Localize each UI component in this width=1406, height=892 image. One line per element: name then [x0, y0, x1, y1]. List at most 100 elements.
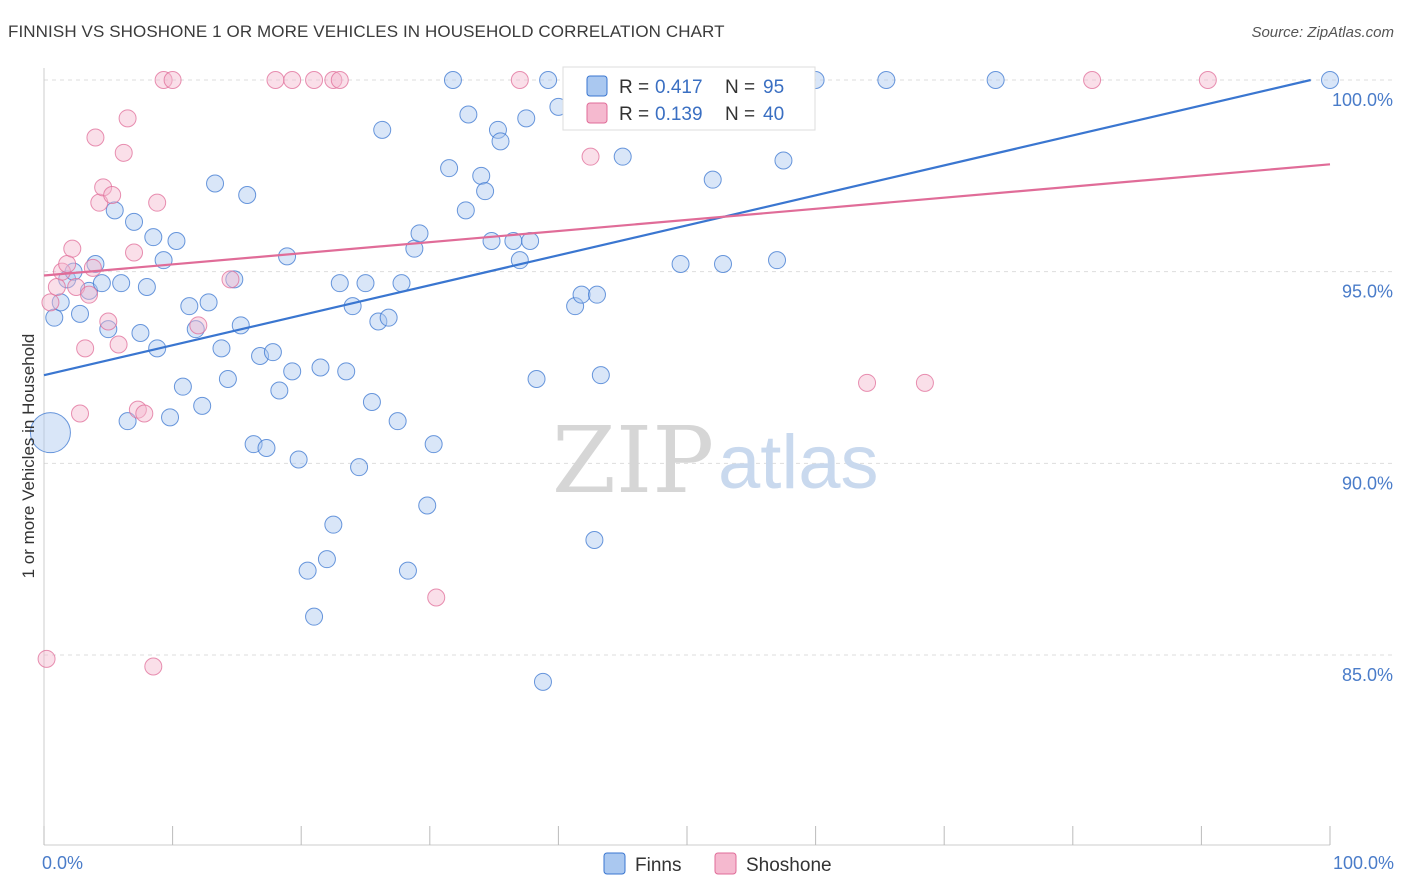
- finns-point: [714, 255, 733, 273]
- finns-point: [527, 370, 546, 388]
- shoshone-point: [148, 193, 167, 212]
- finns-point: [491, 132, 510, 151]
- finns-point: [144, 228, 163, 247]
- shoshone-point: [427, 588, 446, 607]
- shoshone-point: [144, 657, 163, 676]
- finns-point: [199, 293, 218, 312]
- finns-point: [373, 120, 392, 139]
- finns-point: [193, 396, 212, 415]
- finns-n-label: N =: [725, 77, 755, 98]
- finns-point: [131, 324, 150, 342]
- trend-lines: [43, 78, 1331, 377]
- finns-point: [29, 412, 71, 454]
- finns-point: [362, 393, 381, 411]
- finns-point: [482, 232, 501, 250]
- finns-r-value: 0.417: [655, 77, 703, 98]
- shoshone-point: [1083, 71, 1102, 89]
- finns-point: [768, 251, 787, 270]
- finns-point: [118, 412, 137, 431]
- finns-point: [566, 297, 585, 316]
- y-tick-label: 90.0%: [1342, 473, 1393, 493]
- finns-point: [289, 450, 308, 469]
- tick-labels: 100.0% 95.0% 90.0% 85.0% 0.0% 100.0%: [42, 90, 1394, 873]
- finns-point: [533, 672, 552, 691]
- watermark: ZIP atlas: [552, 407, 879, 514]
- legend-finns-label: Finns: [635, 855, 681, 876]
- finns-point: [418, 496, 437, 515]
- legend-shoshone-label: Shoshone: [746, 855, 832, 876]
- finns-point: [410, 224, 429, 243]
- chart-source: Source: ZipAtlas.com: [1251, 24, 1394, 41]
- finns-point: [517, 109, 536, 128]
- finns-point: [212, 339, 231, 358]
- shoshone-point: [135, 404, 154, 423]
- shoshone-point: [221, 270, 240, 289]
- shoshone-point: [71, 404, 90, 423]
- finns-point: [350, 458, 369, 477]
- stats-legend: R = 0.417 N = 95 R = 0.139 N = 40: [562, 66, 816, 131]
- shoshone-point: [114, 143, 133, 162]
- y-axis-title: 1 or more Vehicles in Household: [19, 334, 38, 579]
- shoshone-point: [109, 335, 128, 354]
- shoshone-point: [266, 71, 285, 89]
- shoshone-point: [103, 186, 122, 204]
- shoshone-point: [330, 71, 349, 89]
- y-tick-label: 100.0%: [1332, 90, 1393, 110]
- finns-point: [137, 278, 156, 296]
- finns-point: [539, 71, 558, 89]
- watermark-atlas: atlas: [718, 420, 879, 505]
- finns-point: [986, 71, 1005, 89]
- shoshone-point: [118, 109, 137, 128]
- grid-lines: [44, 79, 1394, 656]
- finns-swatch-icon: [586, 75, 608, 97]
- finns-point: [424, 435, 443, 454]
- finns-point: [591, 366, 610, 385]
- shoshone-point: [163, 71, 182, 89]
- finns-point: [92, 274, 111, 293]
- finns-point: [257, 439, 276, 457]
- finns-point: [587, 285, 606, 304]
- shoshone-point: [58, 255, 77, 273]
- finns-point: [774, 151, 793, 170]
- shoshone-point: [510, 71, 529, 89]
- shoshone-point: [76, 339, 95, 358]
- finns-point: [443, 71, 462, 89]
- finns-point: [392, 274, 411, 293]
- shoshone-point: [37, 649, 56, 668]
- finns-point: [125, 212, 144, 231]
- shoshone-point: [858, 373, 877, 392]
- finns-point: [71, 304, 90, 323]
- shoshone-point: [154, 71, 173, 89]
- shoshone-point: [189, 316, 208, 335]
- finns-point: [51, 293, 70, 312]
- shoshone-point: [83, 258, 102, 277]
- finns-point: [388, 412, 407, 431]
- data-points: [29, 71, 1339, 691]
- finns-point: [488, 120, 507, 139]
- finns-point: [161, 408, 180, 427]
- shoshone-point: [86, 128, 105, 147]
- finns-point: [472, 166, 491, 185]
- finns-point: [283, 362, 302, 381]
- finns-point: [398, 561, 417, 580]
- shoshone-point: [99, 312, 118, 331]
- y-tick-label: 95.0%: [1342, 282, 1393, 302]
- shoshone-n-value: 40: [763, 104, 784, 125]
- y-tick-label: 85.0%: [1342, 665, 1393, 685]
- shoshone-point: [915, 373, 934, 392]
- finns-point: [317, 550, 336, 569]
- finns-point: [369, 312, 388, 331]
- shoshone-n-label: N =: [725, 104, 755, 125]
- finns-point: [167, 232, 186, 250]
- finns-point: [263, 343, 282, 362]
- shoshone-trend-line: [43, 163, 1331, 277]
- finns-point: [456, 201, 475, 220]
- finns-point: [356, 274, 375, 293]
- finns-point: [337, 362, 356, 381]
- axes: [43, 68, 1331, 846]
- finns-point: [671, 255, 690, 273]
- x-tick-label: 100.0%: [1333, 853, 1394, 873]
- shoshone-r-value: 0.139: [655, 104, 703, 125]
- shoshone-r-label: R =: [619, 104, 649, 125]
